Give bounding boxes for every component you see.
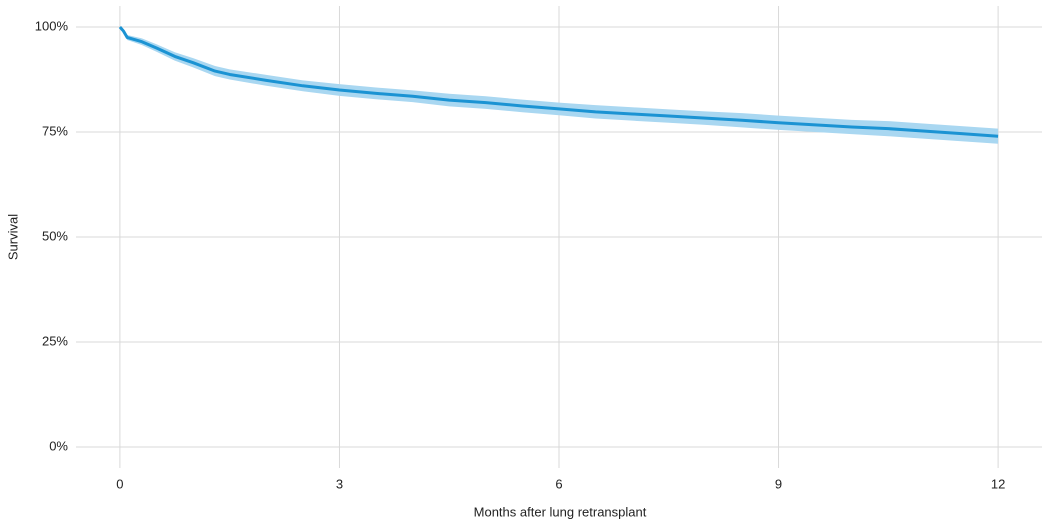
y-axis-label: Survival: [5, 214, 20, 260]
x-tick-label: 12: [991, 476, 1005, 491]
y-tick-label: 0%: [49, 438, 68, 453]
x-tick-label: 3: [336, 476, 343, 491]
y-tick-label: 50%: [42, 228, 68, 243]
survival-line: [118, 26, 999, 138]
y-tick-label: 25%: [42, 333, 68, 348]
x-tick-label: 0: [116, 476, 123, 491]
y-tick-label: 100%: [35, 18, 69, 33]
x-tick-label: 6: [555, 476, 562, 491]
x-tick-label: 9: [775, 476, 782, 491]
y-tick-label: 75%: [42, 123, 68, 138]
x-axis-label: Months after lung retransplant: [474, 504, 647, 519]
